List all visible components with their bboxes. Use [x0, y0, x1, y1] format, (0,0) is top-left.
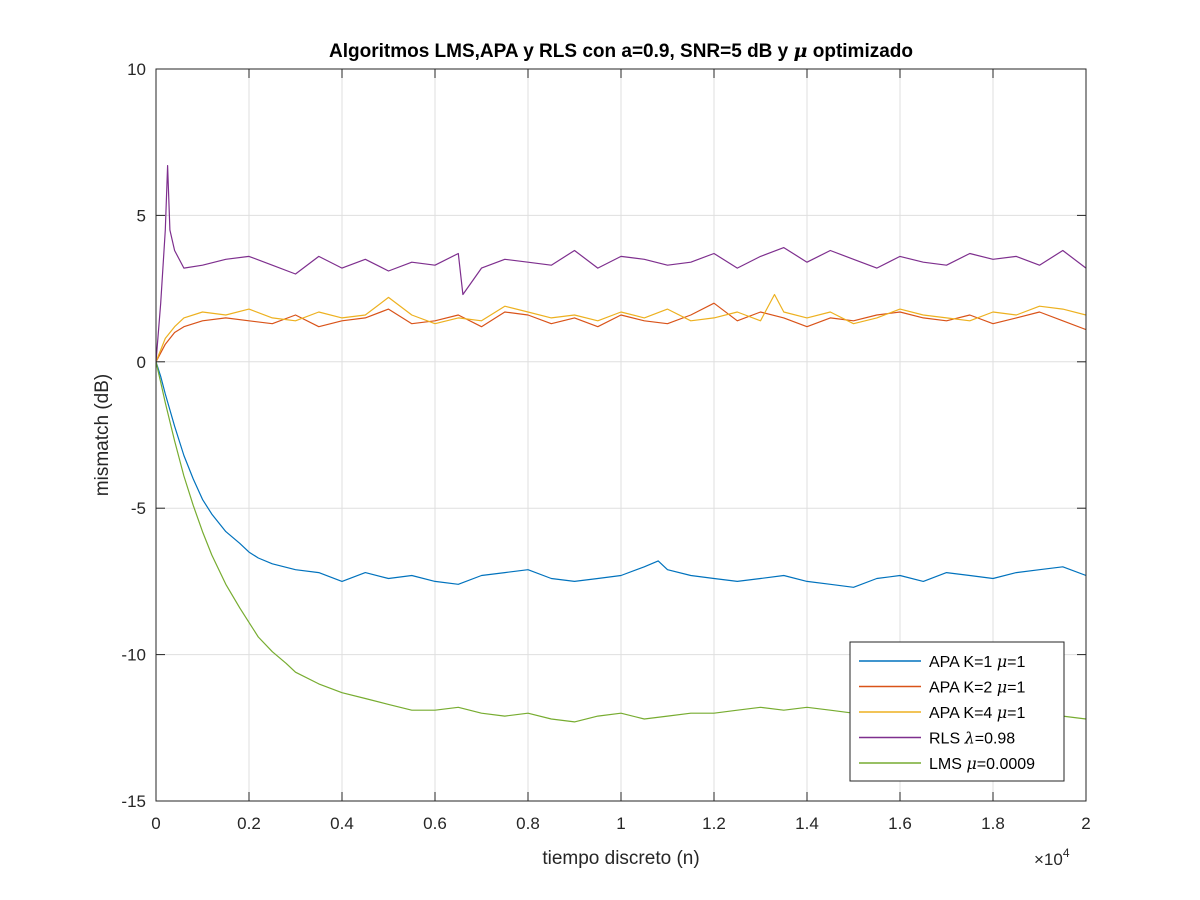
x-tick-label: 1.4	[795, 814, 819, 833]
x-tick-label: 0	[151, 814, 160, 833]
x-tick-label: 1.2	[702, 814, 726, 833]
legend-label: APA K=2 μ=1	[929, 678, 1026, 697]
y-tick-label: -15	[121, 792, 146, 811]
x-tick-label: 1.8	[981, 814, 1005, 833]
y-tick-label: -5	[131, 499, 146, 518]
series-line-2	[156, 293, 1086, 363]
x-tick-label: 0.4	[330, 814, 354, 833]
x-exponent-label: ×104	[1034, 846, 1070, 869]
series-line-3	[156, 165, 1086, 362]
x-tick-label: 2	[1081, 814, 1090, 833]
y-tick-label: -10	[121, 646, 146, 665]
chart-title: Algoritmos LMS,APA y RLS con a=0.9, SNR=…	[329, 40, 913, 62]
axis-ticks: 0 0.2 0.4 0.6 0.8 1 1.2 1.4 1.6 1.8 2 -15 -10 -5 0 5 10	[121, 60, 1090, 833]
y-tick-label: 0	[137, 353, 146, 372]
x-tick-label: 1.6	[888, 814, 912, 833]
x-tick-label: 1	[616, 814, 625, 833]
legend: APA K=1 μ=1 APA K=2 μ=1 APA K=4 μ=1 RLS λ=0…	[849, 641, 1065, 782]
legend-label: APA K=1 μ=1	[929, 652, 1026, 671]
y-tick-label: 5	[137, 206, 146, 225]
x-tick-label: 0.6	[423, 814, 447, 833]
x-tick-label: 0.2	[237, 814, 261, 833]
series-line-0	[156, 361, 1086, 588]
x-axis-label: tiempo discreto (n)	[542, 848, 699, 869]
legend-label: RLS λ=0.98	[929, 729, 1015, 748]
x-tick-label: 0.8	[516, 814, 540, 833]
series-line-1	[156, 302, 1086, 363]
y-tick-label: 10	[127, 60, 146, 79]
legend-label: LMS μ=0.0009	[929, 754, 1035, 773]
y-axis-label: mismatch (dB)	[92, 374, 113, 496]
series-lines	[156, 165, 1086, 723]
legend-label: APA K=4 μ=1	[929, 703, 1026, 722]
